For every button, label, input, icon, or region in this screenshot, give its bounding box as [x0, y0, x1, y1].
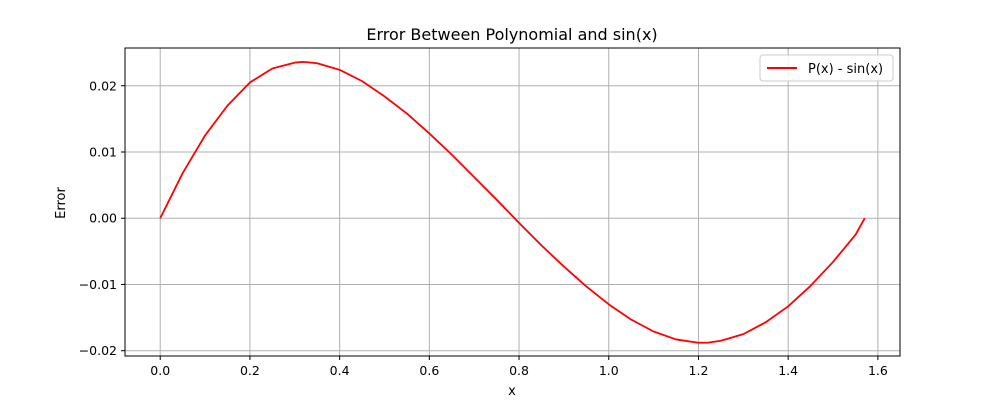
y-tick-label: −0.02 [79, 343, 117, 358]
grid [125, 48, 900, 356]
x-tick-label: 0.0 [150, 363, 170, 378]
y-tick-label: 0.02 [89, 78, 117, 93]
chart-title: Error Between Polynomial and sin(x) [366, 25, 657, 44]
plot-frame [124, 47, 901, 357]
x-axis-label: x [508, 384, 516, 399]
x-tick-label: 1.4 [778, 363, 798, 378]
y-tick-label: 0.01 [89, 144, 117, 159]
x-tick-label: 1.0 [599, 363, 619, 378]
x-tick-label: 1.6 [868, 363, 888, 378]
y-tick-label: −0.01 [79, 277, 117, 292]
series-layer [159, 61, 866, 344]
series-line [159, 61, 866, 344]
x-tick-label: 0.4 [330, 363, 350, 378]
legend-label: P(x) - sin(x) [808, 62, 883, 77]
x-tick-label: 0.8 [509, 363, 529, 378]
ticks: 0.0 0.2 0.4 0.6 0.8 1.0 1.2 1.4 1.6 −0.02 −0.01 0.0… [79, 78, 888, 378]
x-tick-label: 1.2 [689, 363, 709, 378]
y-tick-label: 0.00 [89, 211, 117, 226]
legend: P(x) - sin(x) [759, 54, 894, 82]
x-tick-label: 0.2 [240, 363, 260, 378]
legend-frame [759, 54, 894, 82]
x-tick-label: 0.6 [419, 363, 439, 378]
y-axis-label: Error [54, 187, 69, 219]
